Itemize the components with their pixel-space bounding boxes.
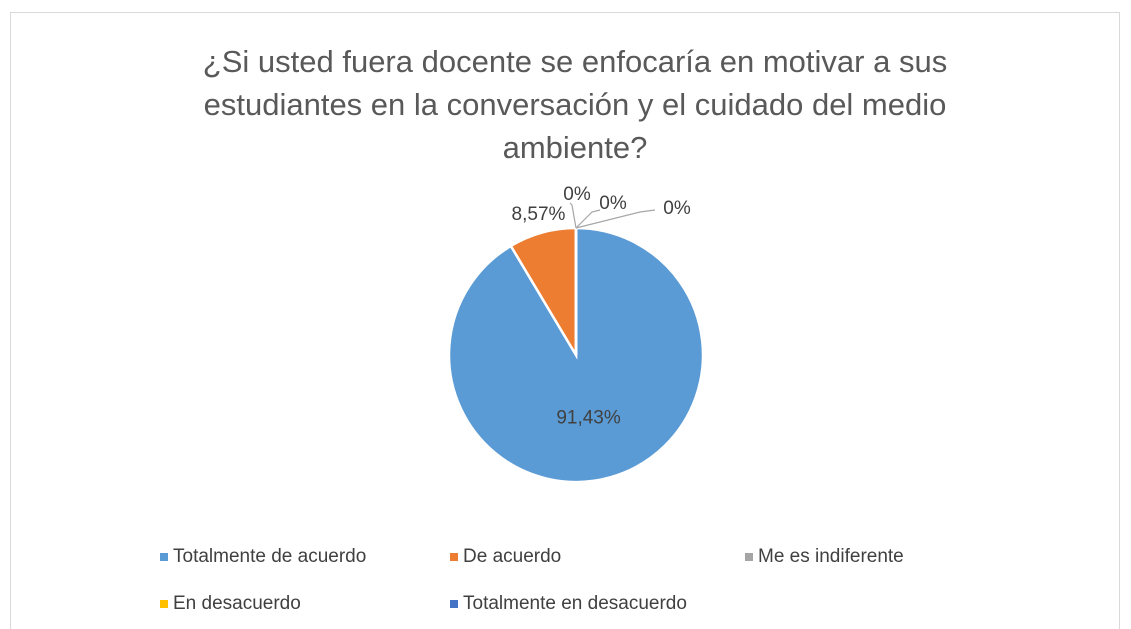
legend-label: Totalmente de acuerdo bbox=[173, 546, 366, 567]
leader-line bbox=[575, 209, 656, 229]
legend-swatch bbox=[160, 600, 168, 608]
legend-label: De acuerdo bbox=[463, 546, 561, 567]
data-label: 8,57% bbox=[512, 204, 566, 225]
legend-swatch bbox=[745, 553, 753, 561]
data-label: 0% bbox=[599, 193, 627, 214]
legend-label: En desacuerdo bbox=[173, 593, 301, 614]
chart-title: ¿Si usted fuera docente se enfocaría en … bbox=[202, 44, 948, 165]
data-label: 0% bbox=[663, 198, 691, 219]
data-label: 0% bbox=[563, 184, 591, 205]
legend-swatch bbox=[450, 553, 458, 561]
leader-line bbox=[575, 209, 601, 229]
leader-line bbox=[569, 202, 577, 229]
chart-border bbox=[10, 12, 1120, 629]
legend-label: Me es indiferente bbox=[758, 546, 904, 567]
legend-swatch bbox=[450, 600, 458, 608]
legend-label: Totalmente en desacuerdo bbox=[463, 593, 687, 614]
data-label: 91,43% bbox=[556, 408, 621, 429]
legend-swatch bbox=[160, 553, 168, 561]
